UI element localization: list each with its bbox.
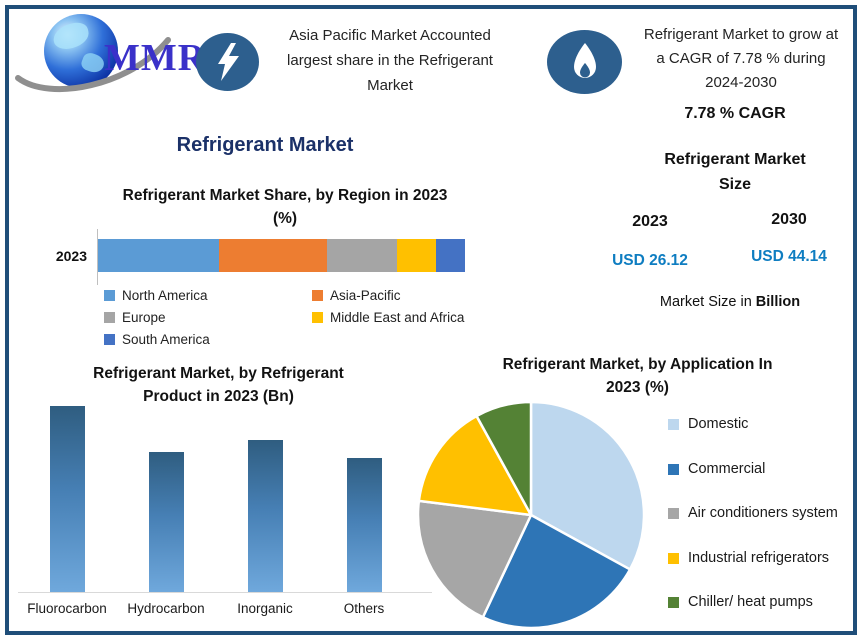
legend-swatch xyxy=(104,312,115,323)
market-size-title: Refrigerant Market Size xyxy=(620,147,850,197)
legend-label: Industrial refrigerators xyxy=(688,550,830,566)
growth-callout-line: a CAGR of 7.78 % during xyxy=(656,50,826,67)
legend-swatch xyxy=(312,312,323,323)
application-chart-title-line: 2023 (%) xyxy=(606,379,669,396)
legend-swatch xyxy=(104,334,115,345)
legend-swatch xyxy=(668,596,679,608)
region-chart-title-line: Refrigerant Market Share, by Region in 2… xyxy=(122,187,448,204)
legend-label: Asia-Pacific xyxy=(330,288,401,303)
growth-callout-text: Refrigerant Market to grow at a CAGR of … xyxy=(626,23,856,95)
product-category-label: Hydrocarbon xyxy=(127,601,205,616)
legend-label: Europe xyxy=(122,310,166,325)
region-axis-line xyxy=(97,229,98,285)
asia-callout-line: Asia Pacific Market Accounted xyxy=(289,27,491,44)
market-size-title-line: Refrigerant Market xyxy=(664,151,806,168)
product-bar-fluorocarbon xyxy=(50,406,85,592)
flame-badge xyxy=(547,30,622,94)
application-chart-title: Refrigerant Market, by Application In 20… xyxy=(455,353,820,399)
cagr-badge-text: 7.78 % CAGR xyxy=(684,105,786,122)
pie-slice-industrial-refrigerators xyxy=(417,414,533,517)
page-title: Refrigerant Market xyxy=(176,134,354,156)
swoosh-icon xyxy=(15,37,171,93)
growth-callout-line: 2024-2030 xyxy=(705,74,777,91)
product-category-label: Inorganic xyxy=(237,601,293,616)
product-chart-title-line: Product in 2023 (Bn) xyxy=(143,388,294,405)
application-legend: Domestic Commercial Air conditioners syste… xyxy=(668,416,858,616)
value-label-2030: USD 44.14 xyxy=(751,248,827,265)
region-category-label: 2023 xyxy=(55,248,87,264)
legend-label: North America xyxy=(122,288,208,303)
product-bar-hydrocarbon xyxy=(149,452,184,592)
year-label-2023: 2023 xyxy=(632,213,668,230)
legend-swatch xyxy=(668,507,679,519)
product-bar-others xyxy=(347,458,382,592)
value-label-2023: USD 26.12 xyxy=(612,252,688,269)
growth-callout-line: Refrigerant Market to grow at xyxy=(643,26,839,43)
legend-item-asia-pacific: Asia-Pacific xyxy=(312,288,476,303)
region-stacked-bar xyxy=(98,239,465,272)
lightning-bolt-icon xyxy=(217,43,239,81)
legend-swatch xyxy=(668,463,679,475)
year-label-2030: 2030 xyxy=(771,211,807,228)
region-chart-title-line: (%) xyxy=(272,210,298,227)
region-legend: North America Asia-Pacific Europe Middle Ea… xyxy=(104,288,476,347)
region-bar-segment-south-america xyxy=(435,239,465,272)
pie-legend-item-air-conditioners-system: Air conditioners system xyxy=(668,505,838,521)
legend-label: Middle East and Africa xyxy=(330,310,465,325)
frame-border xyxy=(5,5,857,635)
region-bar-segment-middle-east-and-africa xyxy=(397,239,436,272)
legend-label: Domestic xyxy=(688,416,749,432)
product-chart-title-line: Refrigerant Market, by Refrigerant xyxy=(93,365,344,382)
footnote-bold: Billion xyxy=(755,294,801,310)
pie-slice-chiller-heat-pumps xyxy=(475,400,533,517)
legend-item-middle-east-and-africa: Middle East and Africa xyxy=(312,310,476,325)
product-category-labels: Fluorocarbon Hydrocarbon Inorganic Others xyxy=(18,601,432,621)
pie-slice-air-conditioners-system xyxy=(416,499,533,619)
legend-label: Air conditioners system xyxy=(688,505,838,521)
product-bar-inorganic xyxy=(248,440,283,592)
asia-callout-text: Asia Pacific Market Accounted largest sh… xyxy=(262,23,518,98)
legend-item-europe: Europe xyxy=(104,310,312,325)
region-bar-segment-north-america xyxy=(98,239,220,272)
legend-label: South America xyxy=(122,332,210,347)
product-plot xyxy=(18,393,432,593)
flame-icon xyxy=(573,43,596,78)
legend-swatch xyxy=(668,418,679,430)
brand-logo: MMR xyxy=(15,6,205,98)
pie-legend-item-commercial: Commercial xyxy=(668,461,765,477)
legend-label: Commercial xyxy=(688,461,766,477)
legend-swatch xyxy=(312,290,323,301)
product-chart-title: Refrigerant Market, by Refrigerant Produ… xyxy=(26,362,411,408)
application-chart-title-line: Refrigerant Market, by Application In xyxy=(502,356,773,373)
asia-callout-line: largest share in the Refrigerant xyxy=(287,52,493,69)
globe-icon xyxy=(44,14,118,88)
brand-text: MMR xyxy=(104,37,207,79)
product-category-label: Others xyxy=(343,601,385,616)
legend-label: Chiller/ heat pumps xyxy=(688,594,813,610)
market-size-footnote: Market Size in Billion xyxy=(610,294,850,310)
asia-callout-line: Market xyxy=(367,77,413,94)
pie-slice-domestic xyxy=(529,400,646,571)
pie-legend-item-domestic: Domestic xyxy=(668,416,748,432)
footnote-regular: Market Size in xyxy=(659,294,756,310)
pie-slice-commercial xyxy=(481,513,632,630)
pie-legend-item-chiller-heat-pumps: Chiller/ heat pumps xyxy=(668,594,813,610)
legend-swatch xyxy=(668,552,679,564)
product-category-label: Fluorocarbon xyxy=(27,601,107,616)
pie-legend-item-industrial-refrigerators: Industrial refrigerators xyxy=(668,550,829,566)
application-pie xyxy=(416,400,646,630)
region-chart-title: Refrigerant Market Share, by Region in 2… xyxy=(90,184,480,230)
legend-item-north-america: North America xyxy=(104,288,312,303)
legend-swatch xyxy=(104,290,115,301)
lightning-badge xyxy=(196,33,259,91)
market-size-title-line: Size xyxy=(718,176,751,193)
region-bar-segment-europe xyxy=(327,239,398,272)
legend-item-south-america: South America xyxy=(104,332,312,347)
region-bar-segment-asia-pacific xyxy=(219,239,328,272)
